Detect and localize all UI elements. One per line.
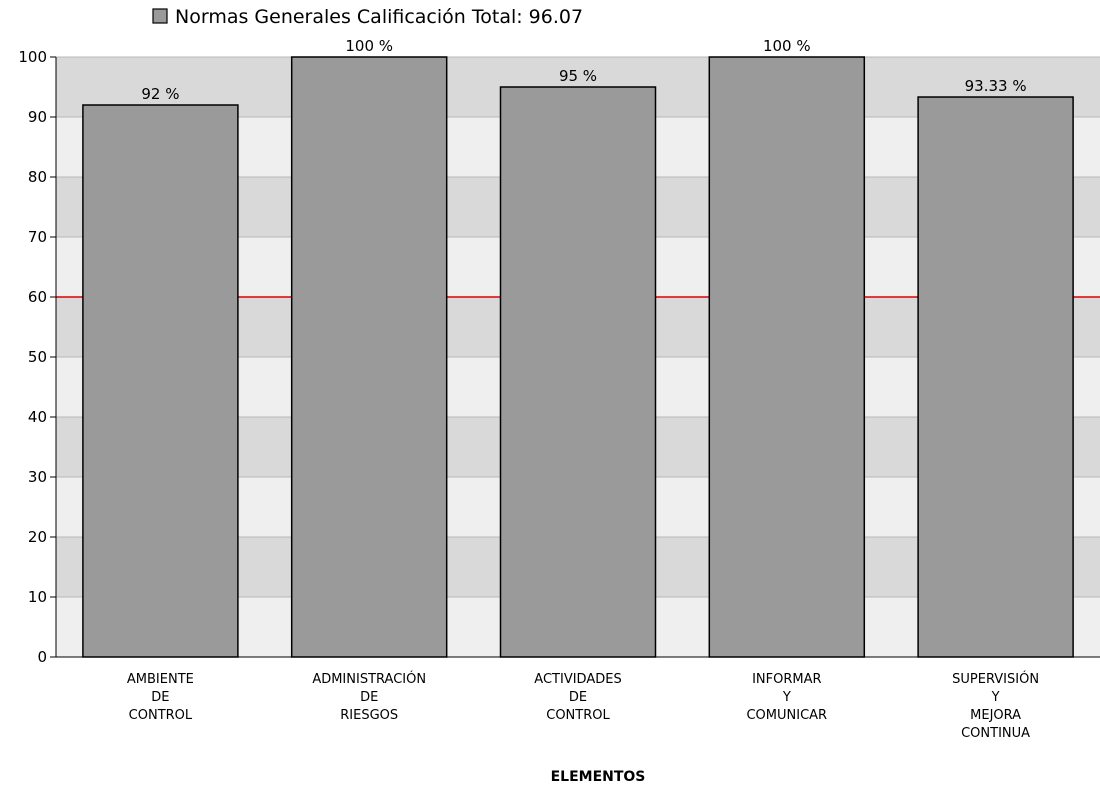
x-tick-label: AMBIENTE [127, 672, 194, 687]
y-tick-label: 40 [28, 408, 47, 426]
bar-value-label: 100 % [345, 37, 393, 55]
y-tick-label: 30 [28, 468, 47, 486]
y-tick-label: 90 [28, 108, 47, 126]
x-tick-label: CONTINUA [961, 726, 1030, 741]
legend-label: Normas Generales Calificación Total: 96.… [175, 6, 583, 28]
bar-value-label: 100 % [763, 37, 811, 55]
y-tick-label: 100 [18, 48, 47, 66]
x-tick-label: RIESGOS [340, 708, 398, 723]
x-tick-label: DE [360, 690, 378, 705]
bar [82, 104, 239, 658]
bar-value-label: 92 % [141, 85, 179, 103]
y-tick-label: 70 [28, 228, 47, 246]
x-tick-label: COMUNICAR [746, 708, 827, 723]
y-tick-label: 80 [28, 168, 47, 186]
x-tick-label: CONTROL [129, 708, 193, 723]
x-tick-label: CONTROL [546, 708, 610, 723]
x-tick-label: INFORMAR [752, 672, 821, 687]
x-tick-label: DE [569, 690, 587, 705]
bar-value-label: 93.33 % [965, 77, 1027, 95]
bar [290, 56, 448, 658]
bar [917, 96, 1074, 658]
x-tick-label: MEJORA [970, 708, 1021, 723]
bar [708, 56, 866, 658]
y-tick-label: 50 [28, 348, 47, 366]
x-tick-label: Y [991, 690, 1000, 705]
legend-swatch [152, 8, 168, 24]
x-tick-label: DE [151, 690, 169, 705]
x-tick-label: ACTIVIDADES [534, 672, 621, 687]
x-tick-label: ADMINISTRACIÓN [312, 671, 426, 687]
bar-value-label: 95 % [559, 67, 597, 85]
y-tick-label: 10 [28, 588, 47, 606]
bar [499, 86, 657, 658]
y-tick-label: 20 [28, 528, 47, 546]
y-tick-label: 60 [28, 288, 47, 306]
x-tick-label: SUPERVISIÓN [952, 671, 1039, 687]
y-tick-label: 0 [37, 648, 47, 666]
x-axis-title: ELEMENTOS [551, 769, 646, 785]
x-tick-label: Y [782, 690, 791, 705]
